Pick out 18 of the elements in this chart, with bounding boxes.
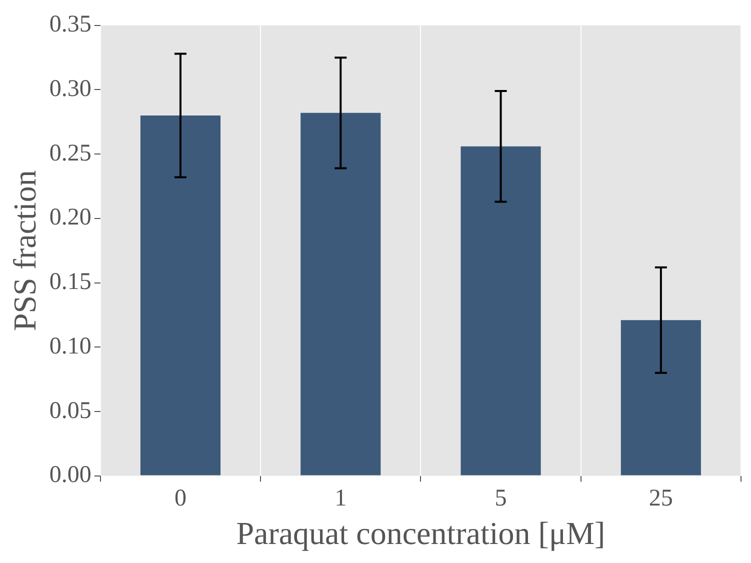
y-tick-label: 0.05: [49, 398, 92, 424]
bar: [140, 115, 221, 476]
bar: [460, 146, 541, 476]
y-tick-label: 0.15: [49, 269, 92, 296]
y-tick-label: 0.10: [49, 333, 92, 360]
x-tick-label: 25: [648, 485, 673, 512]
x-tick-label: 5: [494, 485, 507, 512]
bar: [620, 320, 701, 476]
y-tick-label: 0.00: [49, 462, 92, 488]
y-tick-label: 0.20: [49, 204, 92, 231]
x-axis-title: Paraquat concentration [μM]: [236, 515, 606, 552]
y-tick-label: 0.35: [49, 12, 92, 38]
y-tick-label: 0.25: [49, 140, 92, 166]
x-tick-label: 1: [334, 485, 347, 512]
x-tick-label: 0: [174, 485, 186, 512]
bar: [300, 112, 381, 476]
y-tick-label: 0.30: [49, 76, 92, 102]
y-axis-title: PSS fraction: [6, 170, 43, 332]
